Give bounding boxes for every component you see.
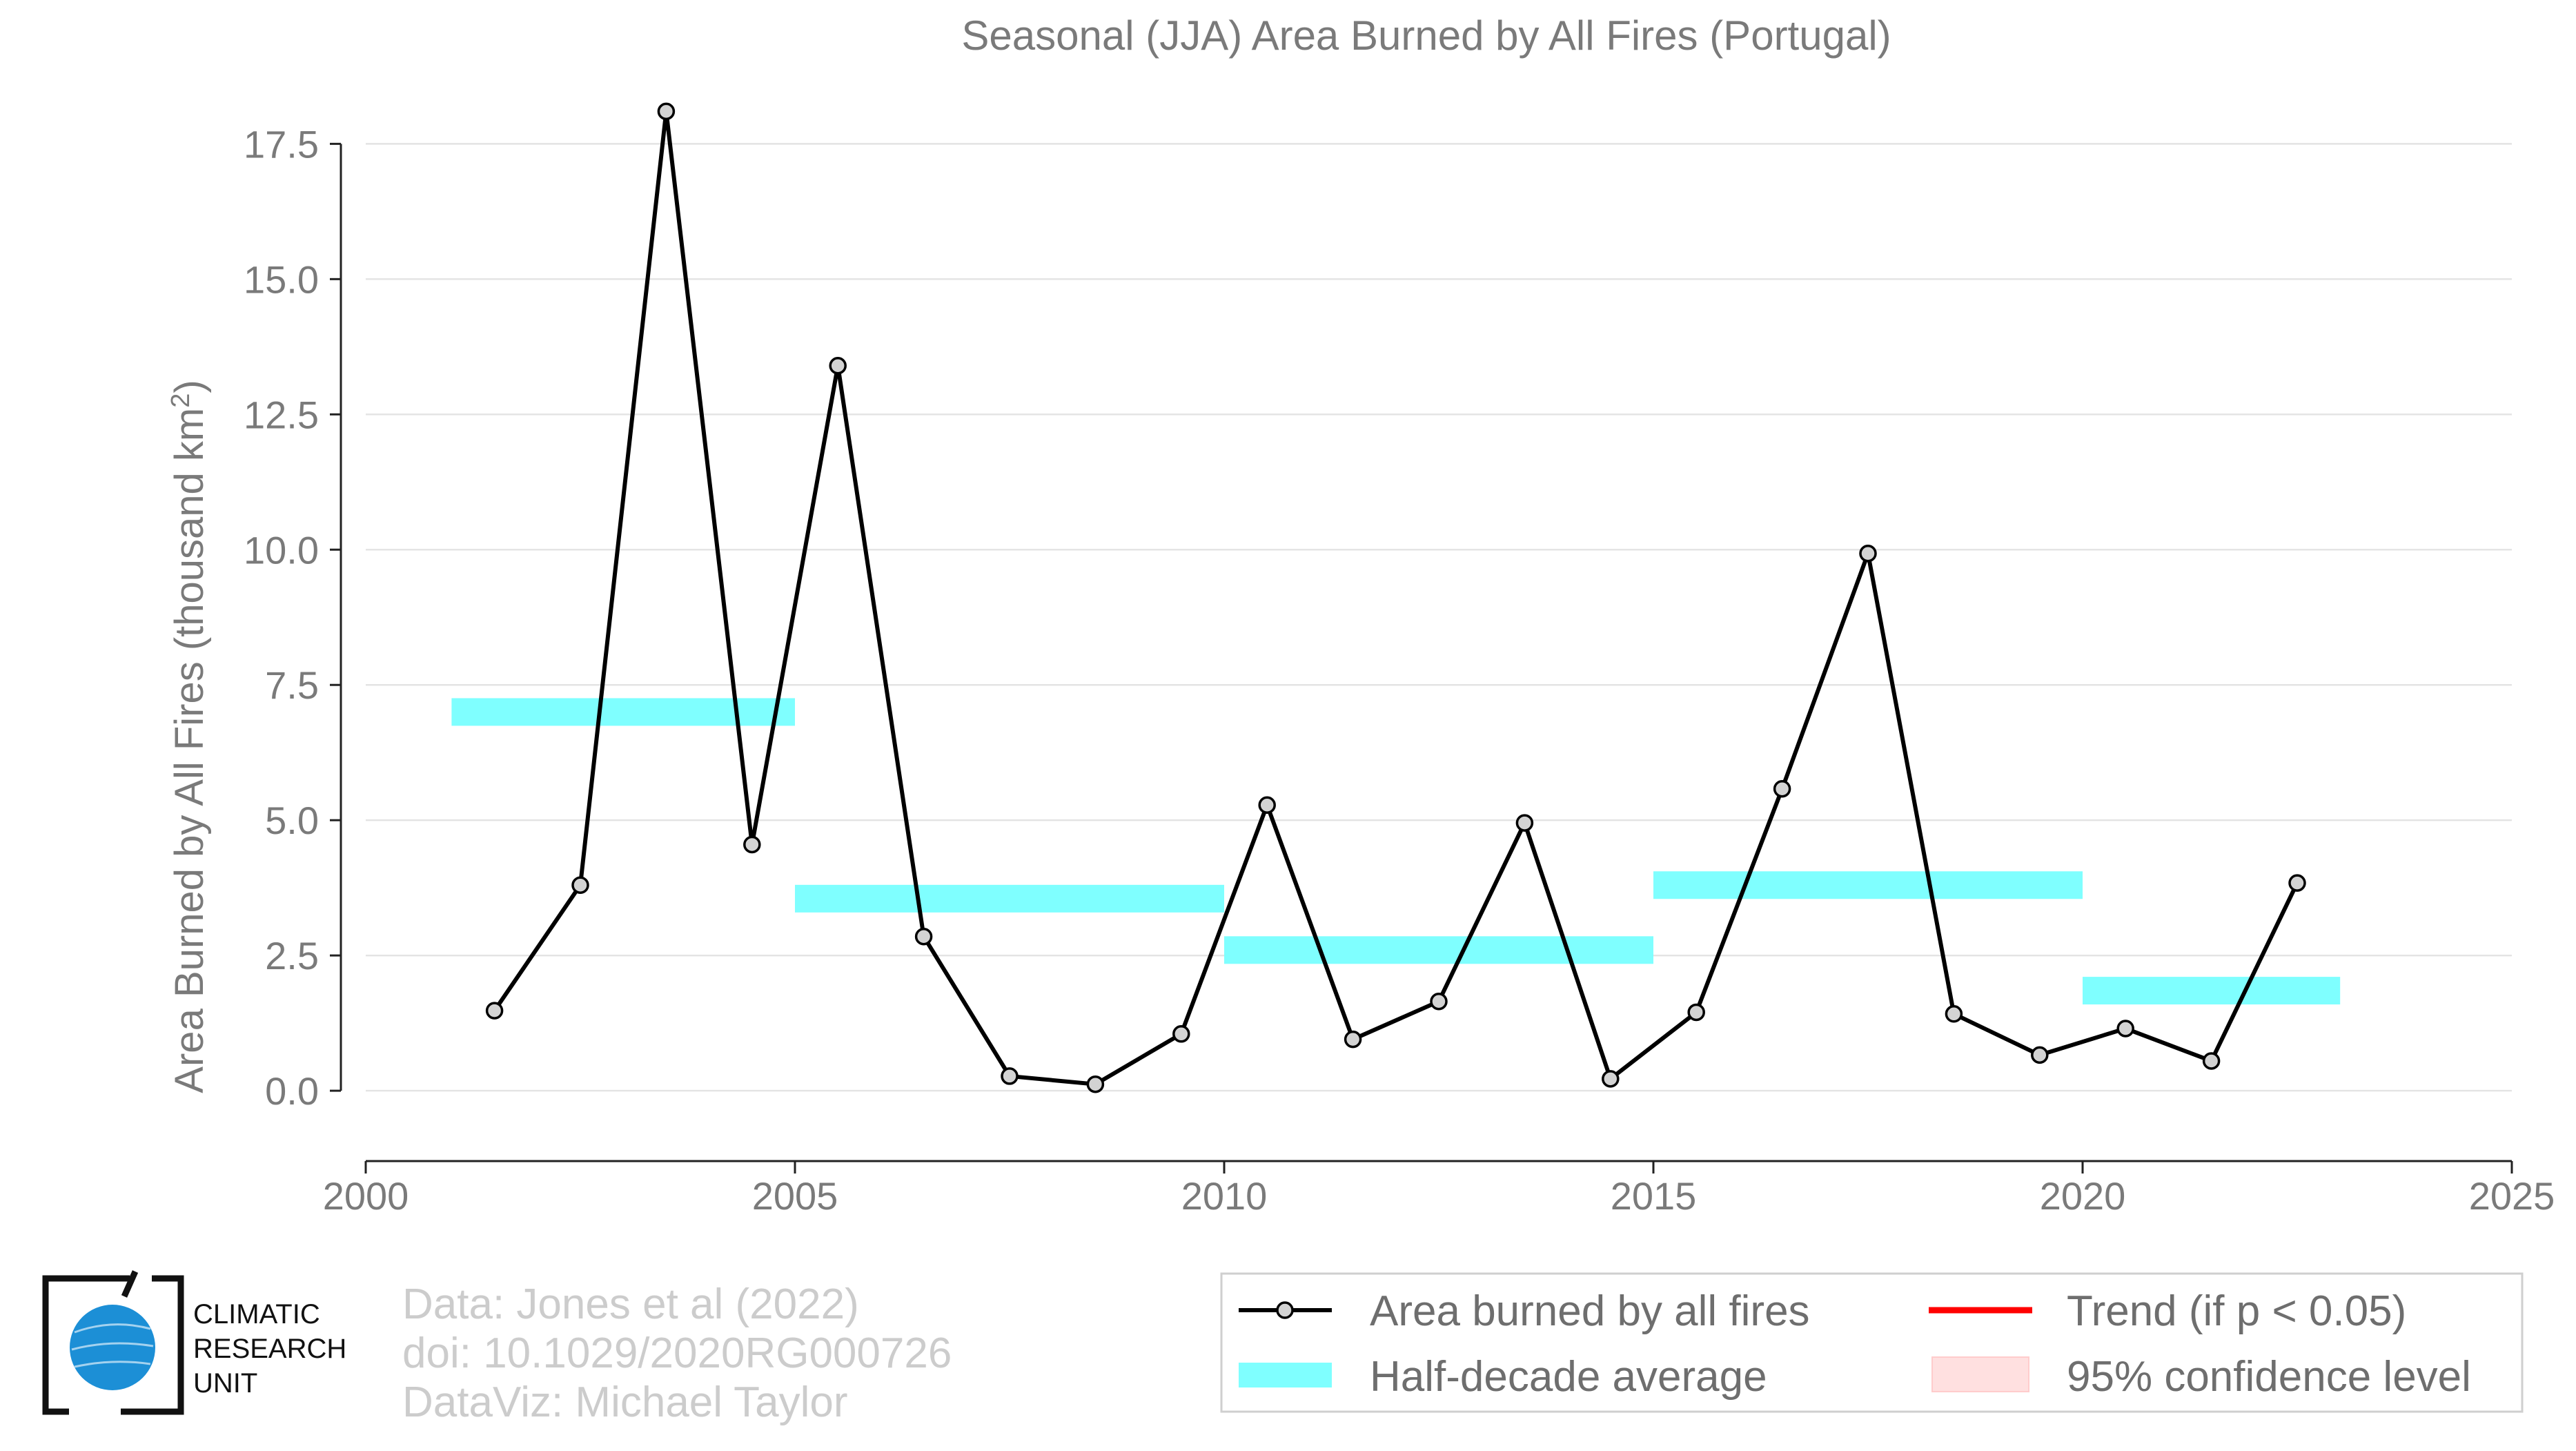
x-tick-label: 2010: [1181, 1174, 1268, 1218]
x-tick-label: 2020: [2040, 1174, 2126, 1218]
data-point: [1687, 1003, 1705, 1022]
x-tick-label: 2015: [1611, 1174, 1697, 1218]
data-point: [571, 876, 589, 894]
grid: [366, 143, 2512, 1092]
data-point: [485, 1002, 504, 1020]
half-decade-average-bars: [451, 698, 2341, 1005]
logo-bracket-right: [121, 1275, 184, 1415]
data-point: [829, 357, 847, 375]
legend-avg-label: Half-decade average: [1370, 1353, 1767, 1401]
logo-text-climatic: CLIMATIC: [193, 1299, 320, 1330]
half-decade-bar: [451, 698, 795, 726]
data-point: [2031, 1046, 2049, 1064]
cru-logo: CLIMATIC RESEARCH UNIT: [42, 1270, 346, 1415]
legend-avg-symbol: [1239, 1363, 1332, 1387]
y-tick-label: 10.0: [244, 528, 319, 572]
y-axis-label: Area Burned by All Fires (thousand km2): [166, 380, 212, 1093]
legend-frame: [1220, 1272, 2524, 1413]
data-point: [914, 927, 933, 946]
half-decade-bar: [1653, 871, 2083, 899]
credit-data-source: Data: Jones et al (2022): [402, 1280, 859, 1328]
series-line: [493, 109, 2299, 1087]
y-tick-label: 12.5: [244, 393, 319, 436]
credits: Data: Jones et al (2022) doi: 10.1029/20…: [402, 1280, 952, 1426]
credit-dataviz: DataViz: Michael Taylor: [402, 1379, 848, 1426]
half-decade-bar: [795, 884, 1224, 913]
legend-ci-label: 95% confidence level: [2067, 1353, 2471, 1401]
y-tick-label: 17.5: [244, 122, 319, 166]
x-tick-label: 2000: [323, 1174, 409, 1218]
logo-bracket-left: [42, 1275, 130, 1415]
data-point: [1602, 1070, 1620, 1088]
legend-line-symbol: [1239, 1301, 1332, 1319]
y-tick-label: 15.0: [244, 257, 319, 301]
legend-ci-symbol: [1931, 1356, 2029, 1392]
data-point: [1945, 1005, 1963, 1023]
data-series: [485, 102, 2306, 1093]
x-tick-label: 2025: [2469, 1174, 2555, 1218]
logo-slash: [121, 1270, 139, 1298]
data-point: [1086, 1075, 1105, 1093]
data-point: [1773, 779, 1791, 798]
y-tick-label: 7.5: [265, 663, 319, 707]
legend-line-label: Area burned by all fires: [1370, 1287, 1810, 1335]
data-point: [1001, 1067, 1019, 1085]
data-point: [1258, 796, 1276, 814]
data-point: [657, 102, 676, 121]
half-decade-bar: [1224, 936, 1653, 964]
data-point: [743, 835, 761, 854]
y-tick-label: 5.0: [265, 799, 319, 842]
data-point: [1430, 993, 1448, 1011]
legend-trend-label: Trend (if p < 0.05): [2067, 1287, 2406, 1335]
x-tick-label: 2005: [752, 1174, 838, 1218]
y-axis-label-close: ): [167, 380, 212, 393]
credit-doi: doi: 10.1029/2020RG000726: [402, 1330, 952, 1377]
y-tick-label: 2.5: [265, 934, 319, 977]
y-axis-label-main: Area Burned by All Fires (thousand km: [167, 408, 212, 1093]
half-decade-bar: [2083, 977, 2341, 1005]
logo-text-research: RESEARCH: [193, 1334, 346, 1364]
data-point: [2288, 874, 2306, 892]
logo-text-unit: UNIT: [193, 1368, 257, 1399]
chart-title: Seasonal (JJA) Area Burned by All Fires …: [961, 12, 1891, 59]
data-point: [2202, 1052, 2221, 1070]
logo-globe-lines: [71, 1323, 154, 1368]
data-point: [1515, 814, 1534, 832]
y-axis: 0.0 2.5 5.0 7.5 10.0 12.5 15.0 17.5: [244, 122, 342, 1113]
legend: Area burned by all fires Half-decade ave…: [1220, 1272, 2524, 1413]
x-axis: 2000 2005 2010 2015 2020 2025: [323, 1160, 2555, 1218]
y-tick-label: 0.0: [265, 1069, 319, 1113]
data-point: [1344, 1030, 1362, 1049]
data-point: [1859, 544, 1877, 563]
data-point: [2116, 1020, 2134, 1038]
y-axis-label-superscript: 2: [166, 393, 195, 408]
data-point: [1172, 1025, 1190, 1043]
